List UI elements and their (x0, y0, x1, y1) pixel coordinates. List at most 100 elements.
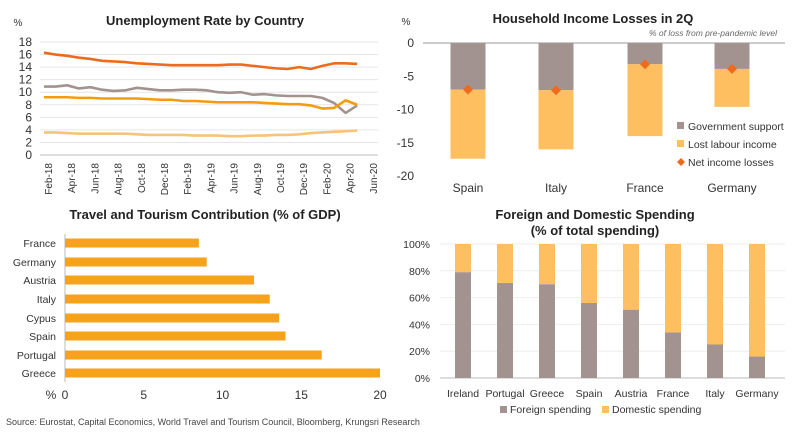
category-label: France (23, 238, 56, 250)
net-income-marker (640, 59, 650, 70)
bar-domestic (623, 244, 639, 310)
y-tick-label: -5 (403, 69, 414, 83)
bar (65, 350, 322, 360)
x-tick-label: Feb-19 (183, 163, 194, 195)
bar-foreign (581, 302, 597, 378)
x-tick-label: Oct-19 (276, 163, 287, 193)
x-tick-label: Germany (707, 181, 756, 195)
chart-title: Household Income Losses in 2Q (493, 11, 694, 26)
category-label: Italy (37, 294, 57, 306)
bar-foreign (497, 282, 513, 378)
bar-lost-labour-income (627, 64, 663, 137)
bar (65, 275, 254, 285)
x-tick-label: Dec-19 (299, 163, 310, 196)
x-tick-label: Apr-19 (206, 163, 217, 193)
bar-government-support (450, 43, 486, 90)
legend-label: Foreign spending (510, 404, 591, 416)
bar-government-support (538, 43, 574, 91)
legend-swatch (500, 406, 507, 413)
x-tick-label: Aug-18 (114, 163, 125, 196)
legend-swatch (677, 158, 685, 166)
x-tick-label: Ireland (447, 388, 479, 400)
category-label: Portugal (17, 350, 56, 362)
bar-domestic (707, 244, 723, 345)
legend-label: Net income losses (688, 157, 774, 169)
series-line-1 (44, 84, 358, 115)
bar-foreign (749, 356, 765, 378)
y-tick-label: 10 (19, 85, 33, 99)
bar (65, 294, 270, 304)
x-tick-label: 20 (373, 388, 387, 402)
y-tick-label: 2 (25, 135, 32, 149)
bar (65, 313, 280, 323)
legend-swatch (677, 140, 684, 147)
x-tick-label: Aug-19 (253, 163, 264, 196)
y-tick-label: -20 (397, 169, 415, 183)
income-losses-chart: Household Income Losses in 2Q % of loss … (397, 11, 785, 195)
bar (65, 331, 286, 341)
y-axis-unit: % (14, 18, 23, 29)
y-tick-label: -10 (397, 103, 415, 117)
y-tick-label: 4 (25, 123, 32, 137)
x-tick-label: Feb-20 (322, 163, 333, 195)
x-tick-label: Greece (530, 388, 565, 400)
bar-government-support (627, 43, 663, 65)
x-tick-label: Dec-18 (160, 163, 171, 196)
legend-label: Domestic spending (612, 404, 701, 416)
y-tick-label: 6 (25, 110, 32, 124)
bar-foreign (665, 332, 681, 378)
chart-subtitle: % of loss from pre-pandemic level (649, 28, 778, 38)
x-tick-label: Portugal (485, 388, 524, 400)
category-label: Germany (13, 257, 57, 269)
legend-label: Government support (688, 121, 784, 133)
x-tick-label: 0 (62, 388, 69, 402)
category-label: Cypus (26, 313, 56, 325)
y-tick-label: -15 (397, 136, 415, 150)
bar-domestic (497, 244, 513, 283)
y-tick-label: 12 (19, 73, 33, 87)
x-tick-label: Oct-18 (137, 163, 148, 193)
y-tick-label: 20% (409, 346, 430, 358)
x-tick-label: Austria (615, 388, 648, 400)
x-tick-label: Italy (545, 181, 567, 195)
net-income-marker (551, 85, 561, 96)
x-tick-label: 15 (295, 388, 309, 402)
x-tick-label: France (626, 181, 664, 195)
bar (65, 238, 199, 248)
bar-foreign (539, 284, 555, 378)
legend-swatch (602, 406, 609, 413)
series-line-0 (43, 51, 358, 71)
chart-title: Foreign and Domestic Spending (495, 207, 694, 222)
y-tick-label: 0% (415, 373, 430, 385)
spending-chart: Foreign and Domestic Spending (% of tota… (403, 207, 785, 416)
y-tick-label: 16 (19, 48, 33, 62)
y-tick-label: 100% (403, 239, 430, 251)
net-income-marker (727, 63, 737, 74)
bar-lost-labour-income (450, 89, 486, 159)
y-tick-label: 8 (25, 98, 32, 112)
series-line-3 (44, 129, 358, 138)
bar-domestic (665, 244, 681, 333)
bar-foreign (707, 344, 723, 378)
net-income-marker (463, 84, 473, 95)
x-tick-label: Jun-19 (230, 163, 241, 194)
x-tick-label: 10 (216, 388, 230, 402)
unemployment-chart: Unemployment Rate by Country % 024681012… (14, 13, 380, 195)
y-tick-label: 0 (25, 148, 32, 162)
tourism-chart: Travel and Tourism Contribution (% of GD… (13, 207, 387, 402)
y-tick-label: 60% (409, 293, 430, 305)
x-tick-label: Feb-18 (44, 163, 55, 195)
x-tick-label: Italy (705, 388, 725, 400)
y-axis-unit: % (402, 17, 411, 28)
category-label: Greece (22, 368, 57, 380)
bar (65, 368, 380, 378)
legend-swatch (677, 122, 684, 129)
category-label: Austria (23, 275, 56, 287)
chart-title: Unemployment Rate by Country (106, 13, 305, 28)
x-tick-label: Apr-20 (346, 163, 357, 193)
bar-foreign (455, 272, 471, 378)
y-tick-label: 80% (409, 266, 430, 278)
bar-domestic (581, 244, 597, 303)
x-tick-label: Spain (576, 388, 603, 400)
